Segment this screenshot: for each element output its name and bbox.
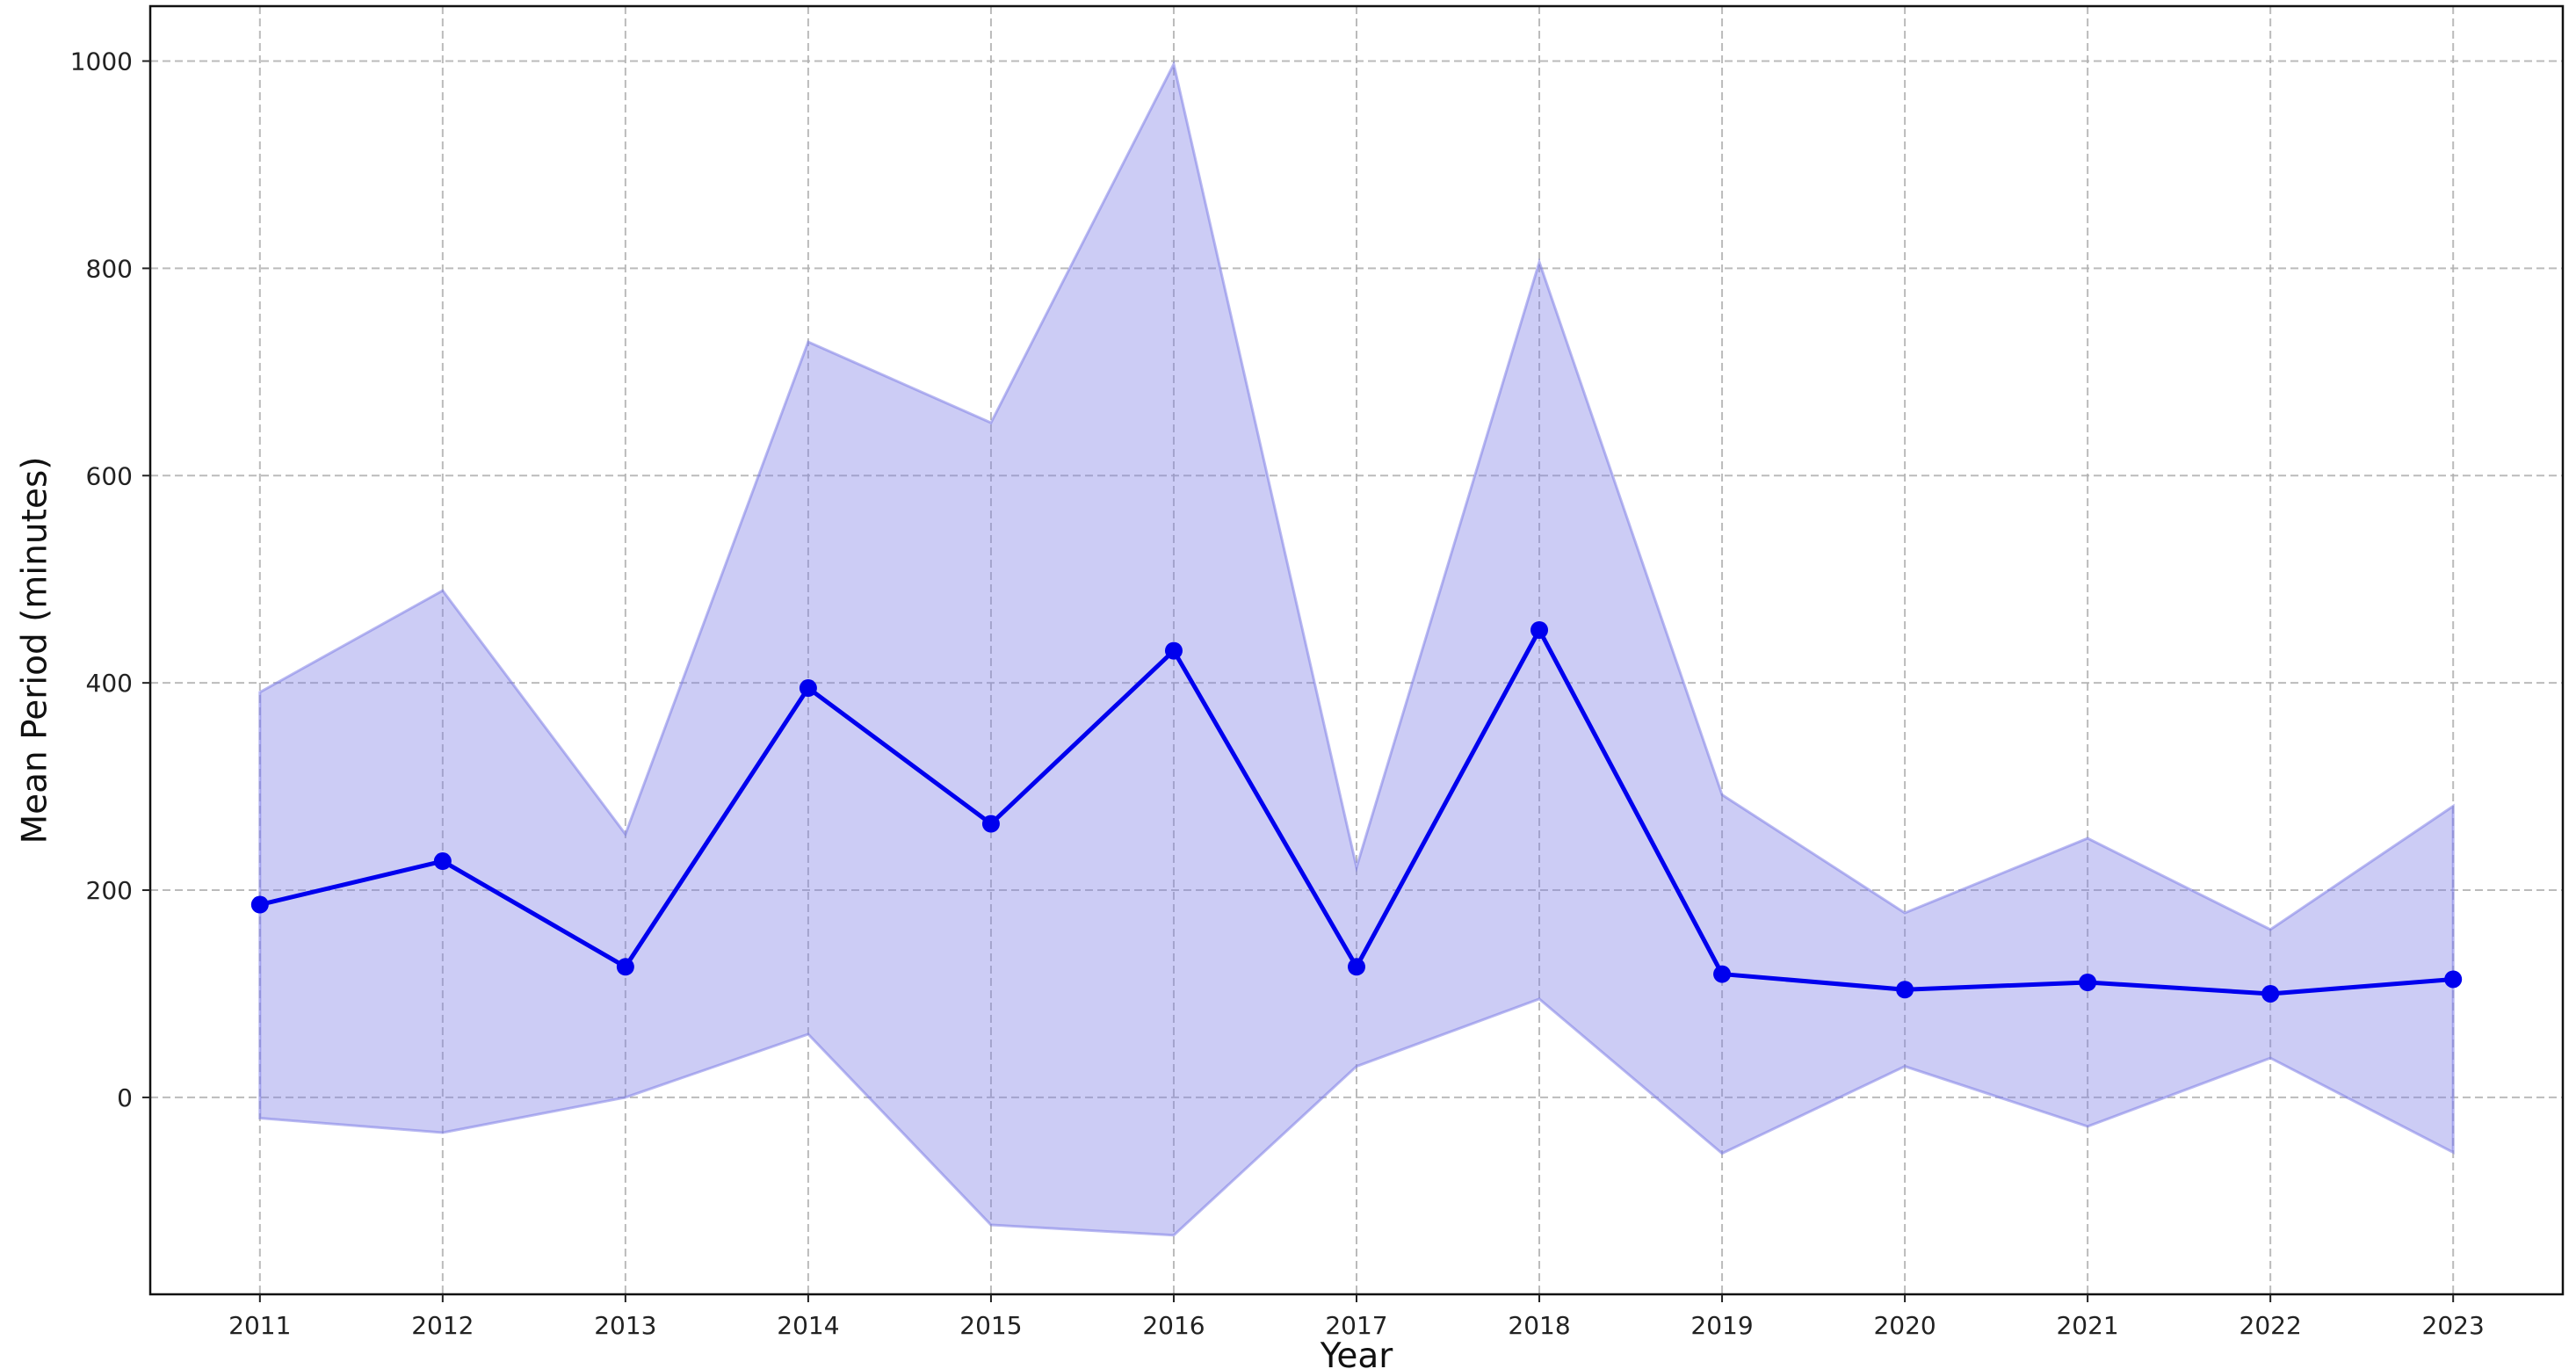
data-point <box>1530 621 1549 640</box>
y-tick-label: 0 <box>117 1083 133 1112</box>
x-tick-label: 2014 <box>777 1311 839 1340</box>
x-tick-label: 2013 <box>594 1311 656 1340</box>
data-point <box>981 815 1000 833</box>
x-axis-label: Year <box>1320 1336 1394 1369</box>
x-tick-label: 2015 <box>959 1311 1022 1340</box>
data-point <box>2444 970 2463 989</box>
data-point <box>433 852 452 871</box>
x-tick-label: 2023 <box>2422 1311 2485 1340</box>
data-point <box>1713 965 1732 983</box>
series-layer <box>250 621 2463 1003</box>
x-tick-label: 2021 <box>2056 1311 2118 1340</box>
data-point <box>616 958 634 976</box>
y-axis-label: Mean Period (minutes) <box>16 457 55 844</box>
data-point <box>2079 973 2097 991</box>
data-point <box>799 679 817 698</box>
x-tick-label: 2020 <box>1873 1311 1936 1340</box>
x-tick-label: 2012 <box>411 1311 474 1340</box>
axis-ticks: 2011 2012 2013 2014 2015 2016 2017 2018 2019 2020… <box>70 47 2485 1340</box>
x-tick-label: 2022 <box>2240 1311 2302 1340</box>
confidence-band-layer <box>258 60 2455 1237</box>
x-tick-label: 2011 <box>228 1311 291 1340</box>
y-tick-label: 200 <box>86 876 133 905</box>
y-tick-label: 1000 <box>70 47 133 76</box>
x-tick-label: 2019 <box>1690 1311 1753 1340</box>
y-tick-label: 600 <box>86 461 133 490</box>
x-tick-label: 2017 <box>1325 1311 1387 1340</box>
x-tick-label: 2016 <box>1142 1311 1205 1340</box>
x-tick-label: 2018 <box>1508 1311 1570 1340</box>
y-tick-label: 400 <box>86 669 133 698</box>
data-point <box>1348 958 1365 976</box>
data-point <box>2261 984 2280 1003</box>
data-point <box>1164 641 1183 660</box>
y-tick-label: 800 <box>86 254 133 283</box>
data-point <box>250 895 269 914</box>
confidence-band <box>258 60 2455 1237</box>
data-point <box>1896 981 1914 999</box>
